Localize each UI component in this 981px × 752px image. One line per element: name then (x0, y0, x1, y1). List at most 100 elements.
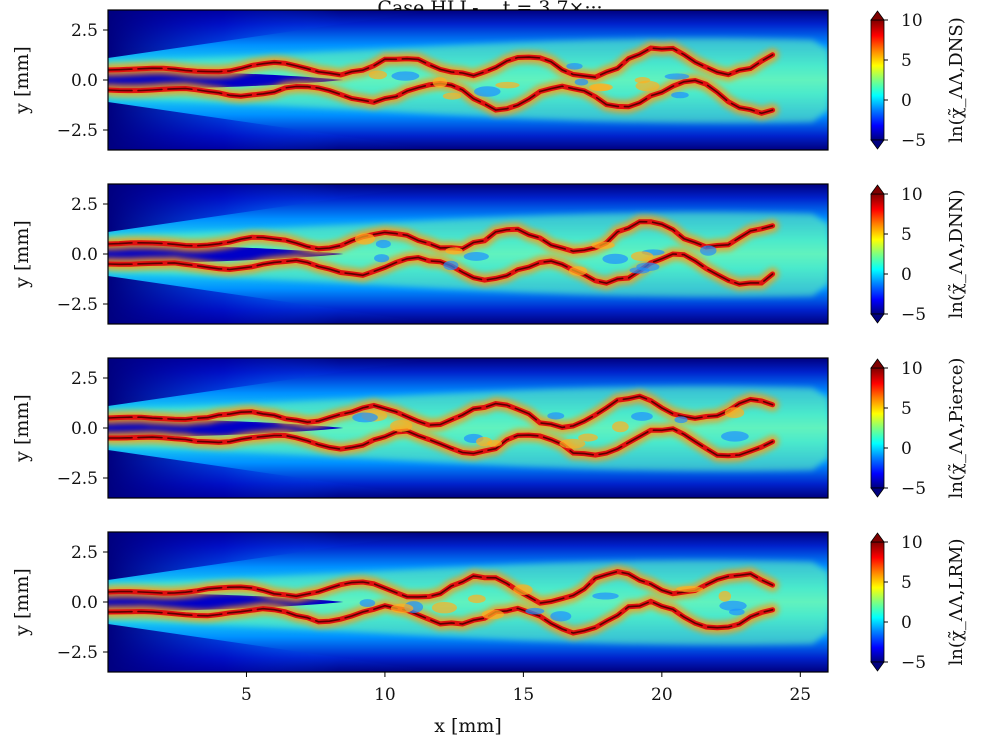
colorbar-tick-label: 5 (901, 573, 912, 593)
field-pocket (445, 247, 463, 255)
field-pocket (591, 241, 615, 249)
y-tick-label: 0.0 (71, 71, 98, 91)
y-tick-label: 2.5 (71, 543, 98, 563)
colorbar-extend-bottom (870, 139, 885, 150)
field-pocket (390, 419, 413, 432)
coflow-wedge-top (108, 184, 438, 232)
y-axis-label: y [mm] (11, 394, 33, 463)
colorbar-tick-label: 5 (901, 225, 912, 245)
field-pocket (602, 253, 629, 264)
panel-dnn: 2.5 0.0 −2.5 y [mm] 10 5 0 −5 ln(χ̃_ΛΛ,DNN) (11, 183, 967, 325)
colorbar-tick-label: 10 (901, 185, 923, 205)
flame-sheet-core (108, 47, 774, 79)
heatmap-dnn (108, 184, 828, 324)
colorbar (870, 541, 885, 663)
x-tick-label: 15 (513, 685, 535, 705)
colorbar-tick-label: 0 (901, 439, 912, 459)
field-pocket (375, 239, 391, 249)
flame-sheet-core (108, 570, 774, 604)
colorbar (870, 193, 885, 315)
colorbar-label: ln(χ̃_ΛΛ,LRM) (946, 539, 967, 666)
y-axis-label: y [mm] (11, 220, 33, 289)
field-pocket (473, 86, 501, 97)
field-pocket (674, 416, 688, 424)
y-tick-label: 2.5 (71, 21, 98, 41)
coflow-wedge-top (108, 10, 438, 58)
field-pocket (718, 590, 732, 602)
x-tick-label: 10 (374, 685, 396, 705)
colorbar-extend-top (870, 184, 885, 195)
colorbar-extend-bottom (870, 661, 885, 672)
colorbar-tick-label: 5 (901, 399, 912, 419)
flame-sheet-core (108, 395, 774, 429)
field-pocket (391, 71, 420, 81)
field-pocket (630, 251, 654, 262)
panel-pierce: 2.5 0.0 −2.5 y [mm] 10 5 0 −5 ln(χ̃_ΛΛ,Pierce) (11, 357, 967, 499)
coflow-wedge-top (108, 532, 438, 580)
field-pocket (443, 260, 459, 271)
heatmap-dns (108, 10, 828, 150)
x-tick-label: 5 (241, 685, 252, 705)
y-tick-label: −2.5 (57, 643, 98, 663)
coflow-wedge-top (108, 358, 438, 406)
field-pocket (699, 245, 717, 256)
colorbar-label: ln(χ̃_ΛΛ,Pierce) (946, 358, 967, 499)
field-pocket (550, 611, 572, 622)
x-tick-label: 25 (789, 685, 811, 705)
field-pocket (592, 592, 619, 600)
field-pocket (432, 77, 448, 88)
field-pocket (578, 433, 598, 442)
x-axis-label: x [mm] (434, 715, 502, 737)
field-pocket (631, 412, 653, 421)
colorbar-tick-label: −5 (901, 305, 926, 325)
field-pocket (559, 438, 586, 449)
field-pocket (374, 254, 390, 263)
y-tick-label: 0.0 (71, 593, 98, 613)
colorbar-tick-label: −5 (901, 479, 926, 499)
field-pocket (431, 601, 457, 614)
flame-sheet-core (108, 600, 774, 634)
y-axis-label: y [mm] (11, 568, 33, 637)
coflow-wedge-bottom (108, 624, 438, 672)
colorbar-extend-top (870, 10, 885, 21)
mixing-layer (108, 386, 828, 472)
field-pocket (676, 585, 704, 593)
field-pocket (547, 412, 565, 420)
colorbar-tick-label: 0 (901, 613, 912, 633)
field-pocket (671, 91, 689, 99)
y-tick-label: −2.5 (57, 295, 98, 315)
field-pocket (612, 421, 629, 433)
panel-lrm: 2.5 0.0 −2.5 y [mm] 10 5 0 −5 ln(χ̃_ΛΛ,LRM) (11, 531, 967, 673)
colorbar (870, 19, 885, 141)
colorbar-tick-label: 10 (901, 533, 923, 553)
flame-sheet-core (108, 220, 774, 253)
field-pocket (566, 62, 583, 70)
y-tick-label: 2.5 (71, 195, 98, 215)
field-pocket (724, 407, 745, 419)
colorbar-tick-label: 10 (901, 11, 923, 31)
colorbar-tick-label: 10 (901, 359, 923, 379)
field-pocket (589, 83, 613, 92)
coflow-wedge-bottom (108, 102, 438, 150)
flame-sheet-core (108, 427, 774, 457)
field-pocket (728, 608, 745, 616)
field-pocket (664, 73, 690, 80)
field-pocket (481, 609, 505, 620)
panels-group: 2.5 0.0 −2.5 y [mm] 10 5 0 −5 ln(χ̃_ΛΛ,DNS) 2.5 0.… (11, 9, 967, 673)
y-tick-label: 0.0 (71, 245, 98, 265)
colorbar-tick-label: 0 (901, 91, 912, 111)
field-pocket (476, 436, 493, 447)
colorbar-extend-bottom (870, 313, 885, 324)
colorbar-tick-label: 0 (901, 265, 912, 285)
colorbar-extend-bottom (870, 487, 885, 498)
colorbar-tick-label: −5 (901, 131, 926, 151)
colorbar-label: ln(χ̃_ΛΛ,DNS) (946, 17, 967, 143)
y-tick-label: 0.0 (71, 419, 98, 439)
field-pocket (513, 584, 533, 596)
coflow-wedge-bottom (108, 450, 438, 498)
field-pocket (721, 431, 749, 442)
field-pocket (629, 267, 650, 274)
x-tick-label: 20 (651, 685, 673, 705)
field-pocket (525, 607, 545, 615)
heatmap-pierce (108, 358, 828, 498)
